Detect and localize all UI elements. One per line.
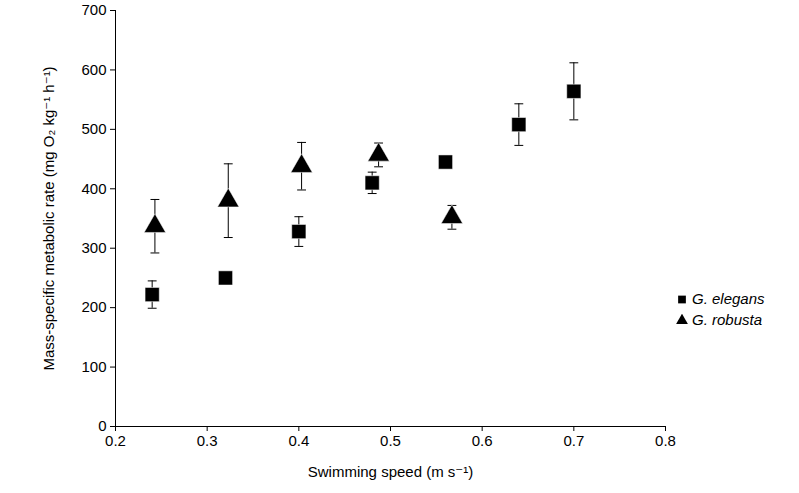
svg-text:0.2: 0.2 — [105, 432, 126, 449]
svg-text:0.3: 0.3 — [197, 432, 218, 449]
svg-text:700: 700 — [81, 1, 106, 18]
svg-text:0.4: 0.4 — [288, 432, 309, 449]
svg-text:0: 0 — [98, 417, 107, 435]
svg-text:0.6: 0.6 — [472, 432, 493, 449]
svg-text:0.5: 0.5 — [380, 432, 401, 449]
svg-text:400: 400 — [81, 180, 106, 197]
html-text:G. robusta: G. robusta — [692, 311, 762, 328]
svg-text:100: 100 — [81, 358, 106, 375]
svg-text:Swimming speed (m s⁻¹): Swimming speed (m s⁻¹) — [308, 463, 473, 480]
svg-text:Mass-specific metabolic rate (: Mass-specific metabolic rate (mg O₂ kg⁻¹… — [40, 66, 57, 370]
html-text:G. elegans: G. elegans — [692, 290, 765, 307]
svg-text:300: 300 — [81, 239, 106, 256]
svg-text:600: 600 — [81, 61, 106, 78]
svg-text:500: 500 — [81, 120, 106, 137]
svg-text:200: 200 — [81, 298, 106, 315]
svg-text:0.8: 0.8 — [655, 432, 676, 449]
svg-text:0.7: 0.7 — [563, 432, 584, 449]
